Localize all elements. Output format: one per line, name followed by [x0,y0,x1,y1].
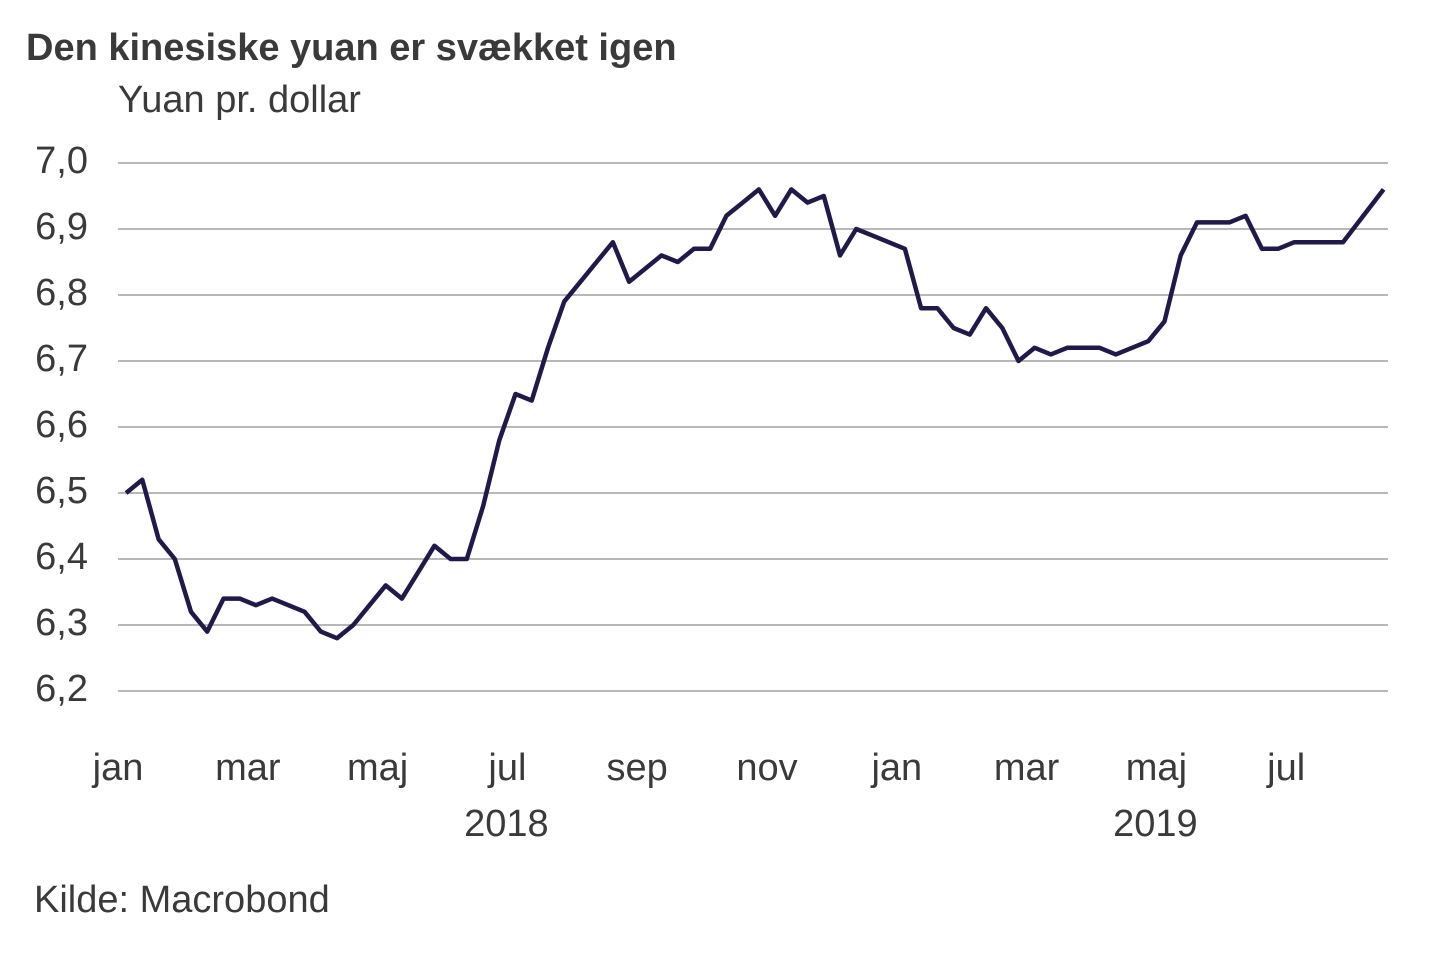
x-tick-label: maj [1126,747,1187,789]
y-tick-label: 6,4 [35,536,88,578]
x-tick-label: jan [870,747,922,789]
x-tick-label: sep [607,747,668,789]
x-group-label: 2018 [464,803,549,845]
y-tick-label: 6,5 [35,470,88,512]
y-tick-label: 7,0 [35,140,88,182]
series-line [124,187,1386,641]
x-tick-label: maj [347,747,408,789]
chart-title: Den kinesiske yuan er svækket igen [26,27,677,69]
y-tick-label: 6,9 [35,206,88,248]
x-tick-label: jan [92,747,144,789]
chart-subtitle: Yuan pr. dollar [118,79,361,121]
x-tick-label: jul [1266,747,1305,789]
source: Kilde: Macrobond [34,879,330,921]
x-tick-label: nov [736,747,797,789]
x-tick-label: mar [215,747,281,789]
y-tick-label: 6,6 [35,404,88,446]
y-tick-label: 6,3 [35,602,88,644]
x-tick-label: jul [487,747,526,789]
x-tick-label: mar [994,747,1060,789]
y-tick-label: 6,2 [35,668,88,710]
y-tick-label: 6,7 [35,338,88,380]
y-tick-label: 6,8 [35,272,88,314]
x-group-label: 2019 [1113,803,1198,845]
